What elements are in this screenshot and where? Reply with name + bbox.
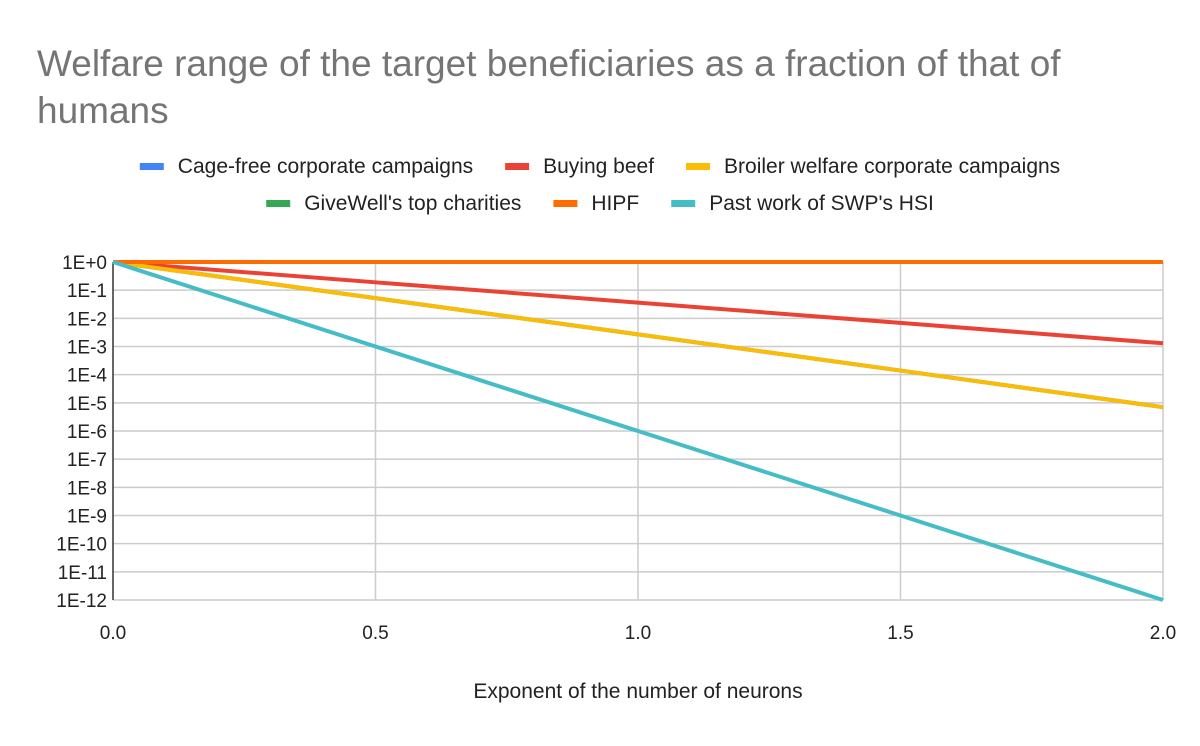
legend-swatch <box>139 163 164 170</box>
y-tick-label: 1E-6 <box>67 422 107 443</box>
x-tick-label: 1.0 <box>625 623 651 644</box>
legend-swatch <box>686 163 711 170</box>
y-tick-label: 1E-5 <box>67 394 107 415</box>
y-tick-label: 1E-4 <box>67 366 108 387</box>
x-tick-label: 0.0 <box>100 623 126 644</box>
legend-label: Broiler welfare corporate campaigns <box>724 155 1060 178</box>
y-tick-label: 1E-11 <box>58 563 107 584</box>
series-line <box>112 260 1164 602</box>
legend-label: Buying beef <box>543 155 654 178</box>
legend-swatch <box>505 163 530 170</box>
legend-label: HIPF <box>591 192 639 215</box>
grid <box>112 261 1164 601</box>
series-lines <box>112 260 1164 602</box>
legend-swatch <box>266 200 291 207</box>
y-tick-label: 1E-12 <box>56 591 107 612</box>
chart-title-line-2: humans <box>37 90 169 131</box>
series-line <box>112 260 1164 346</box>
legend: Cage-free corporate campaigns Buying beef… <box>139 155 1060 215</box>
series-line <box>112 260 1164 410</box>
legend-label: GiveWell's top charities <box>304 192 521 215</box>
y-tick-label: 1E-1 <box>67 281 107 302</box>
y-tick-label: 1E-8 <box>67 478 107 499</box>
legend-swatch <box>553 200 578 207</box>
x-axis-label: Exponent of the number of neurons <box>473 680 802 703</box>
x-axis-ticks: 0.0 0.5 1.0 1.5 2.0 <box>100 623 1176 644</box>
y-tick-label: 1E-2 <box>67 309 107 330</box>
y-tick-label: 1E+0 <box>62 253 107 274</box>
x-tick-label: 2.0 <box>1150 623 1176 644</box>
x-tick-label: 0.5 <box>362 623 388 644</box>
legend-label: Past work of SWP's HSI <box>709 192 934 215</box>
y-axis-ticks: 1E+0 1E-1 1E-2 1E-3 1E-4 1E-5 1E-6 1E-7 1E-8 1E-9… <box>56 253 107 612</box>
y-tick-label: 1E-7 <box>67 450 107 471</box>
y-tick-label: 1E-10 <box>56 535 107 556</box>
chart-title-line-1: Welfare range of the target beneficiarie… <box>37 43 1061 84</box>
y-tick-label: 1E-9 <box>67 507 107 528</box>
x-tick-label: 1.5 <box>887 623 913 644</box>
legend-swatch <box>671 200 696 207</box>
legend-label: Cage-free corporate campaigns <box>178 155 473 178</box>
y-tick-label: 1E-3 <box>67 338 107 359</box>
